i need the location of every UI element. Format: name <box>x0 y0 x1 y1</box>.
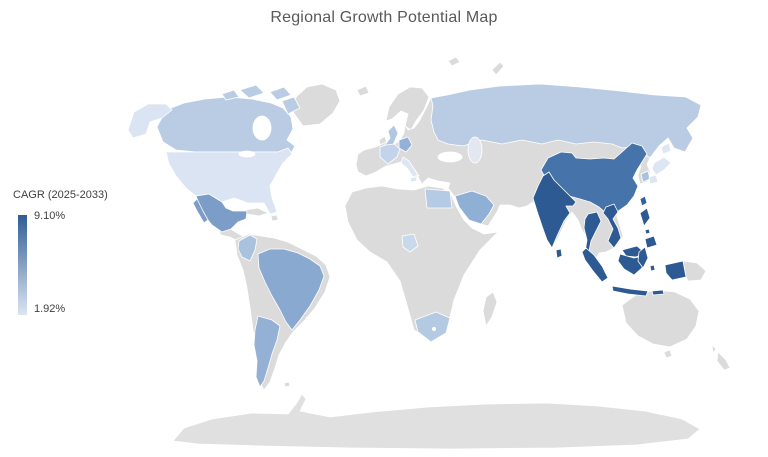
country-indonesia-lesser-sunda[interactable] <box>651 289 665 296</box>
legend-title: CAGR (2025-2033) <box>13 189 108 201</box>
legend: CAGR (2025-2033) 9.10% 1.92% <box>13 189 133 317</box>
black-sea <box>437 151 463 163</box>
country-philippines-mindanao[interactable] <box>644 235 658 249</box>
country-japan-honshu[interactable] <box>651 156 672 176</box>
landmass-scandinavia <box>385 86 430 131</box>
legend-max-value: 9.10% <box>34 210 66 222</box>
landmass-australia <box>621 289 700 348</box>
landmass-novaya-zemlya <box>491 61 505 76</box>
landmass-svalbard <box>447 56 461 67</box>
data-regions <box>127 83 702 388</box>
country-indonesia-kalimantan[interactable] <box>617 253 644 276</box>
landmass-greenland <box>292 83 341 127</box>
country-japan-hokkaido[interactable] <box>660 142 672 155</box>
country-mexico[interactable] <box>195 193 248 233</box>
landmass-new-zealand-south <box>716 351 731 371</box>
country-south-africa[interactable] <box>414 311 451 343</box>
country-canada[interactable] <box>156 96 296 156</box>
landmass-cuba <box>244 207 269 217</box>
country-germany[interactable] <box>398 136 413 153</box>
country-usa[interactable] <box>165 147 293 215</box>
country-italy-sicily[interactable] <box>409 176 418 183</box>
country-indonesia-sumatra[interactable] <box>581 247 609 283</box>
country-china[interactable] <box>540 142 648 215</box>
chart-title: Regional Growth Potential Map <box>270 9 498 26</box>
country-usa-alaska[interactable] <box>127 103 173 139</box>
landmass-papua-new-guinea <box>682 260 707 282</box>
landmass-hispaniola <box>270 214 279 222</box>
lesotho-enclave <box>432 327 436 331</box>
country-france[interactable] <box>379 143 401 165</box>
country-indonesia-west-new-guinea[interactable] <box>664 260 687 281</box>
country-taiwan[interactable] <box>639 195 648 207</box>
landmass-tasmania <box>663 349 673 359</box>
country-indonesia-java[interactable] <box>611 285 649 297</box>
country-egypt[interactable] <box>424 188 453 209</box>
country-canada-island-1[interactable] <box>239 84 265 99</box>
country-italy[interactable] <box>400 156 419 178</box>
country-saudi-arabia[interactable] <box>454 190 495 225</box>
landmass-africa <box>344 185 499 342</box>
country-japan-kyushu[interactable] <box>648 174 659 185</box>
country-canada-baffin[interactable] <box>281 96 301 115</box>
landmass-madagascar <box>482 291 498 327</box>
legend-min-value: 1.92% <box>34 303 66 315</box>
landmass-new-zealand-north <box>711 344 717 354</box>
country-russia[interactable] <box>430 83 702 159</box>
landmass-falklands <box>283 381 291 388</box>
landmass-antarctica <box>172 393 701 450</box>
country-mexico-baja[interactable] <box>192 198 209 224</box>
country-sri-lanka[interactable] <box>555 248 563 259</box>
country-vietnam[interactable] <box>602 203 622 249</box>
great-lakes <box>238 150 256 158</box>
hudson-bay <box>252 115 272 141</box>
country-india[interactable] <box>532 171 577 249</box>
country-philippines-visayas[interactable] <box>644 228 651 235</box>
country-colombia[interactable] <box>237 234 258 262</box>
country-canada-island-2[interactable] <box>269 86 292 101</box>
country-argentina[interactable] <box>253 315 281 388</box>
caspian-sea <box>467 136 483 164</box>
legend-gradient-bar <box>18 215 27 315</box>
water-bodies <box>238 115 483 331</box>
country-brazil[interactable] <box>257 248 325 331</box>
country-philippines-luzon[interactable] <box>639 207 651 227</box>
landmass-iceland <box>356 85 370 97</box>
country-indonesia-maluku-1[interactable] <box>649 264 656 272</box>
country-nigeria[interactable] <box>401 233 419 253</box>
country-canada-island-3[interactable] <box>221 89 240 101</box>
country-indonesia-sulawesi[interactable] <box>637 246 649 269</box>
